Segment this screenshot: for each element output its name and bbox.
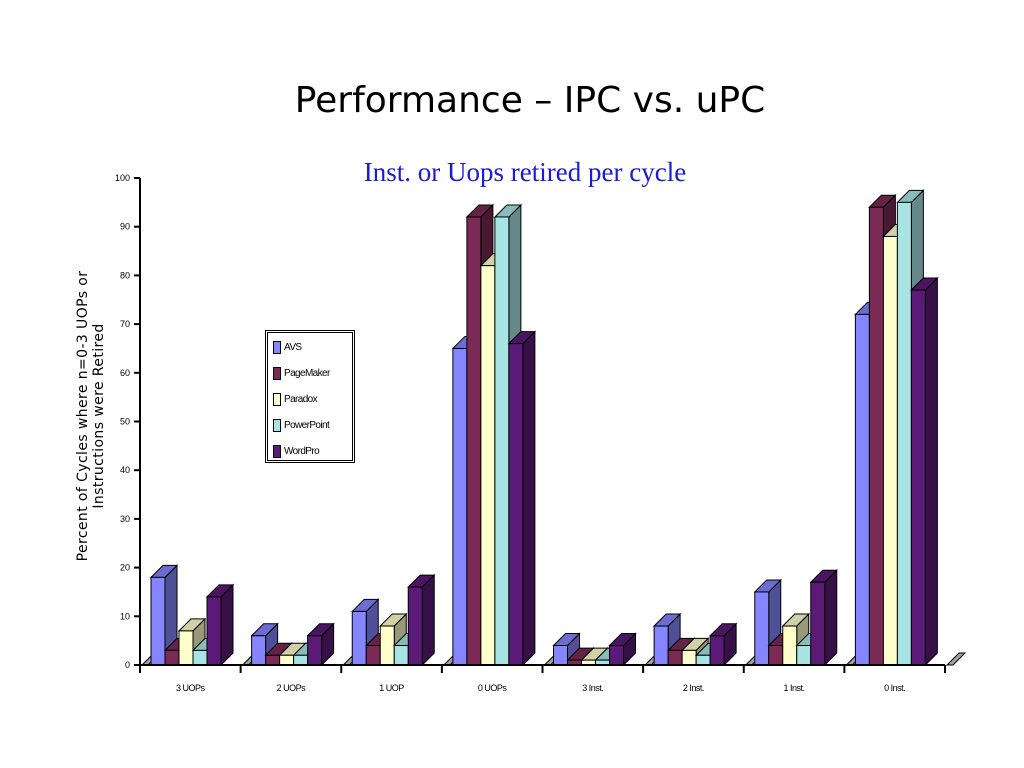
x-tick-label: 2 UOPs bbox=[277, 683, 307, 693]
bar-front bbox=[452, 347, 468, 666]
chart-legend: AVS PageMaker Paradox PowerPoint WordPro bbox=[265, 330, 355, 463]
bar-group bbox=[140, 189, 967, 667]
bar-front bbox=[882, 235, 898, 666]
bar-front bbox=[854, 313, 870, 666]
bar-front bbox=[466, 216, 482, 666]
bar-front bbox=[164, 649, 180, 666]
bar-side bbox=[220, 583, 234, 667]
axes: 0 10 20 30 40 50 60 70 80 90 100 3 UOPs 2 UOPs 1 UOP 0… bbox=[115, 173, 946, 693]
bar-front bbox=[553, 645, 568, 666]
bar-front bbox=[206, 596, 222, 666]
y-tick-label: 70 bbox=[120, 319, 130, 329]
bar-front bbox=[782, 625, 798, 666]
legend-swatch-wordpro bbox=[273, 445, 281, 458]
y-tick-label: 100 bbox=[115, 173, 130, 183]
bar-front bbox=[494, 216, 510, 666]
bar-wordpro-3-inst bbox=[608, 632, 637, 667]
y-tick-label: 0 bbox=[125, 660, 130, 670]
x-tick-label: 2 Inst. bbox=[683, 683, 704, 693]
legend-item-powerpoint: PowerPoint bbox=[273, 419, 330, 432]
bar-wordpro-2-inst bbox=[708, 622, 738, 667]
bar-front bbox=[178, 630, 194, 666]
legend-label: Paradox bbox=[284, 394, 318, 405]
bar-front bbox=[754, 591, 770, 666]
legend-swatch-powerpoint bbox=[273, 419, 281, 432]
bar-front bbox=[768, 645, 784, 666]
bar-front bbox=[868, 206, 884, 666]
bar-front bbox=[365, 645, 381, 666]
bar-front bbox=[393, 645, 409, 666]
y-axis-title-line1: Percent of Cycles where n=0-3 UOPs or bbox=[75, 271, 91, 562]
bar-side bbox=[824, 569, 838, 667]
bar-front bbox=[480, 265, 496, 666]
bar-wordpro-3-uops bbox=[205, 583, 235, 667]
y-tick-label: 40 bbox=[120, 465, 130, 475]
legend-swatch-pagemaker bbox=[273, 367, 281, 380]
bar-front bbox=[653, 625, 669, 666]
bar-front bbox=[407, 586, 423, 666]
bar-front bbox=[251, 635, 267, 666]
bar-front bbox=[796, 645, 812, 666]
bar-front bbox=[609, 645, 624, 666]
x-tick-label: 3 Inst. bbox=[582, 683, 603, 693]
bar-side bbox=[522, 330, 536, 667]
y-tick-label: 60 bbox=[120, 368, 130, 378]
y-axis-title-line2: Instructions were Retired bbox=[91, 323, 107, 508]
bar-front bbox=[681, 649, 697, 666]
bar-front bbox=[351, 610, 367, 666]
bar-side bbox=[421, 573, 435, 667]
bar-front bbox=[508, 343, 524, 666]
bar-front bbox=[709, 635, 725, 666]
bar-front bbox=[307, 635, 323, 666]
legend-item-avs: AVS bbox=[273, 341, 302, 354]
legend-label: PageMaker bbox=[284, 368, 330, 379]
bar-wordpro-0-uops bbox=[507, 330, 537, 667]
y-tick-label: 50 bbox=[120, 417, 130, 427]
legend-item-wordpro: WordPro bbox=[273, 445, 320, 458]
bar-front bbox=[695, 654, 711, 666]
legend-item-pagemaker: PageMaker bbox=[273, 367, 330, 380]
y-tick-label: 10 bbox=[120, 611, 130, 621]
bar-wordpro-0-inst bbox=[910, 276, 939, 667]
y-axis-title: Percent of Cycles where n=0-3 UOPs or In… bbox=[75, 271, 107, 562]
x-tick-label: 1 Inst. bbox=[784, 683, 805, 693]
x-tick-label: 0 UOPs bbox=[478, 683, 508, 693]
bar-front bbox=[279, 654, 295, 666]
y-tick-label: 20 bbox=[120, 563, 130, 573]
floor-slab bbox=[945, 652, 967, 666]
bar-front bbox=[265, 654, 281, 666]
bar-wordpro-2-uops bbox=[306, 622, 335, 667]
y-tick-label: 30 bbox=[120, 514, 130, 524]
bar-wordpro-1-uop bbox=[407, 573, 436, 667]
bar-wordpro-1-inst bbox=[809, 569, 838, 667]
legend-swatch-avs bbox=[273, 341, 281, 354]
y-tick-label: 90 bbox=[120, 222, 130, 232]
slide-title: Performance – IPC vs. uPC bbox=[294, 80, 766, 121]
bar-front bbox=[379, 625, 395, 666]
legend-label: PowerPoint bbox=[284, 420, 330, 431]
legend-label: AVS bbox=[284, 342, 302, 353]
legend-label: WordPro bbox=[284, 446, 320, 457]
legend-item-paradox: Paradox bbox=[273, 393, 318, 406]
bar-front bbox=[896, 201, 912, 666]
bar-front bbox=[810, 581, 826, 666]
bar-front bbox=[192, 649, 208, 666]
y-tick-label: 80 bbox=[120, 270, 130, 280]
x-tick-label: 3 UOPs bbox=[176, 683, 206, 693]
x-tick-label: 1 UOP bbox=[379, 683, 404, 693]
x-tick-label: 0 Inst. bbox=[884, 683, 905, 693]
bar-front bbox=[910, 289, 926, 666]
chart-title: Inst. or Uops retired per cycle bbox=[364, 157, 686, 187]
bar-front bbox=[293, 654, 309, 666]
bar-front bbox=[150, 576, 166, 666]
bar-front bbox=[667, 649, 683, 666]
bar-side bbox=[924, 276, 938, 667]
legend-swatch-paradox bbox=[273, 393, 281, 406]
